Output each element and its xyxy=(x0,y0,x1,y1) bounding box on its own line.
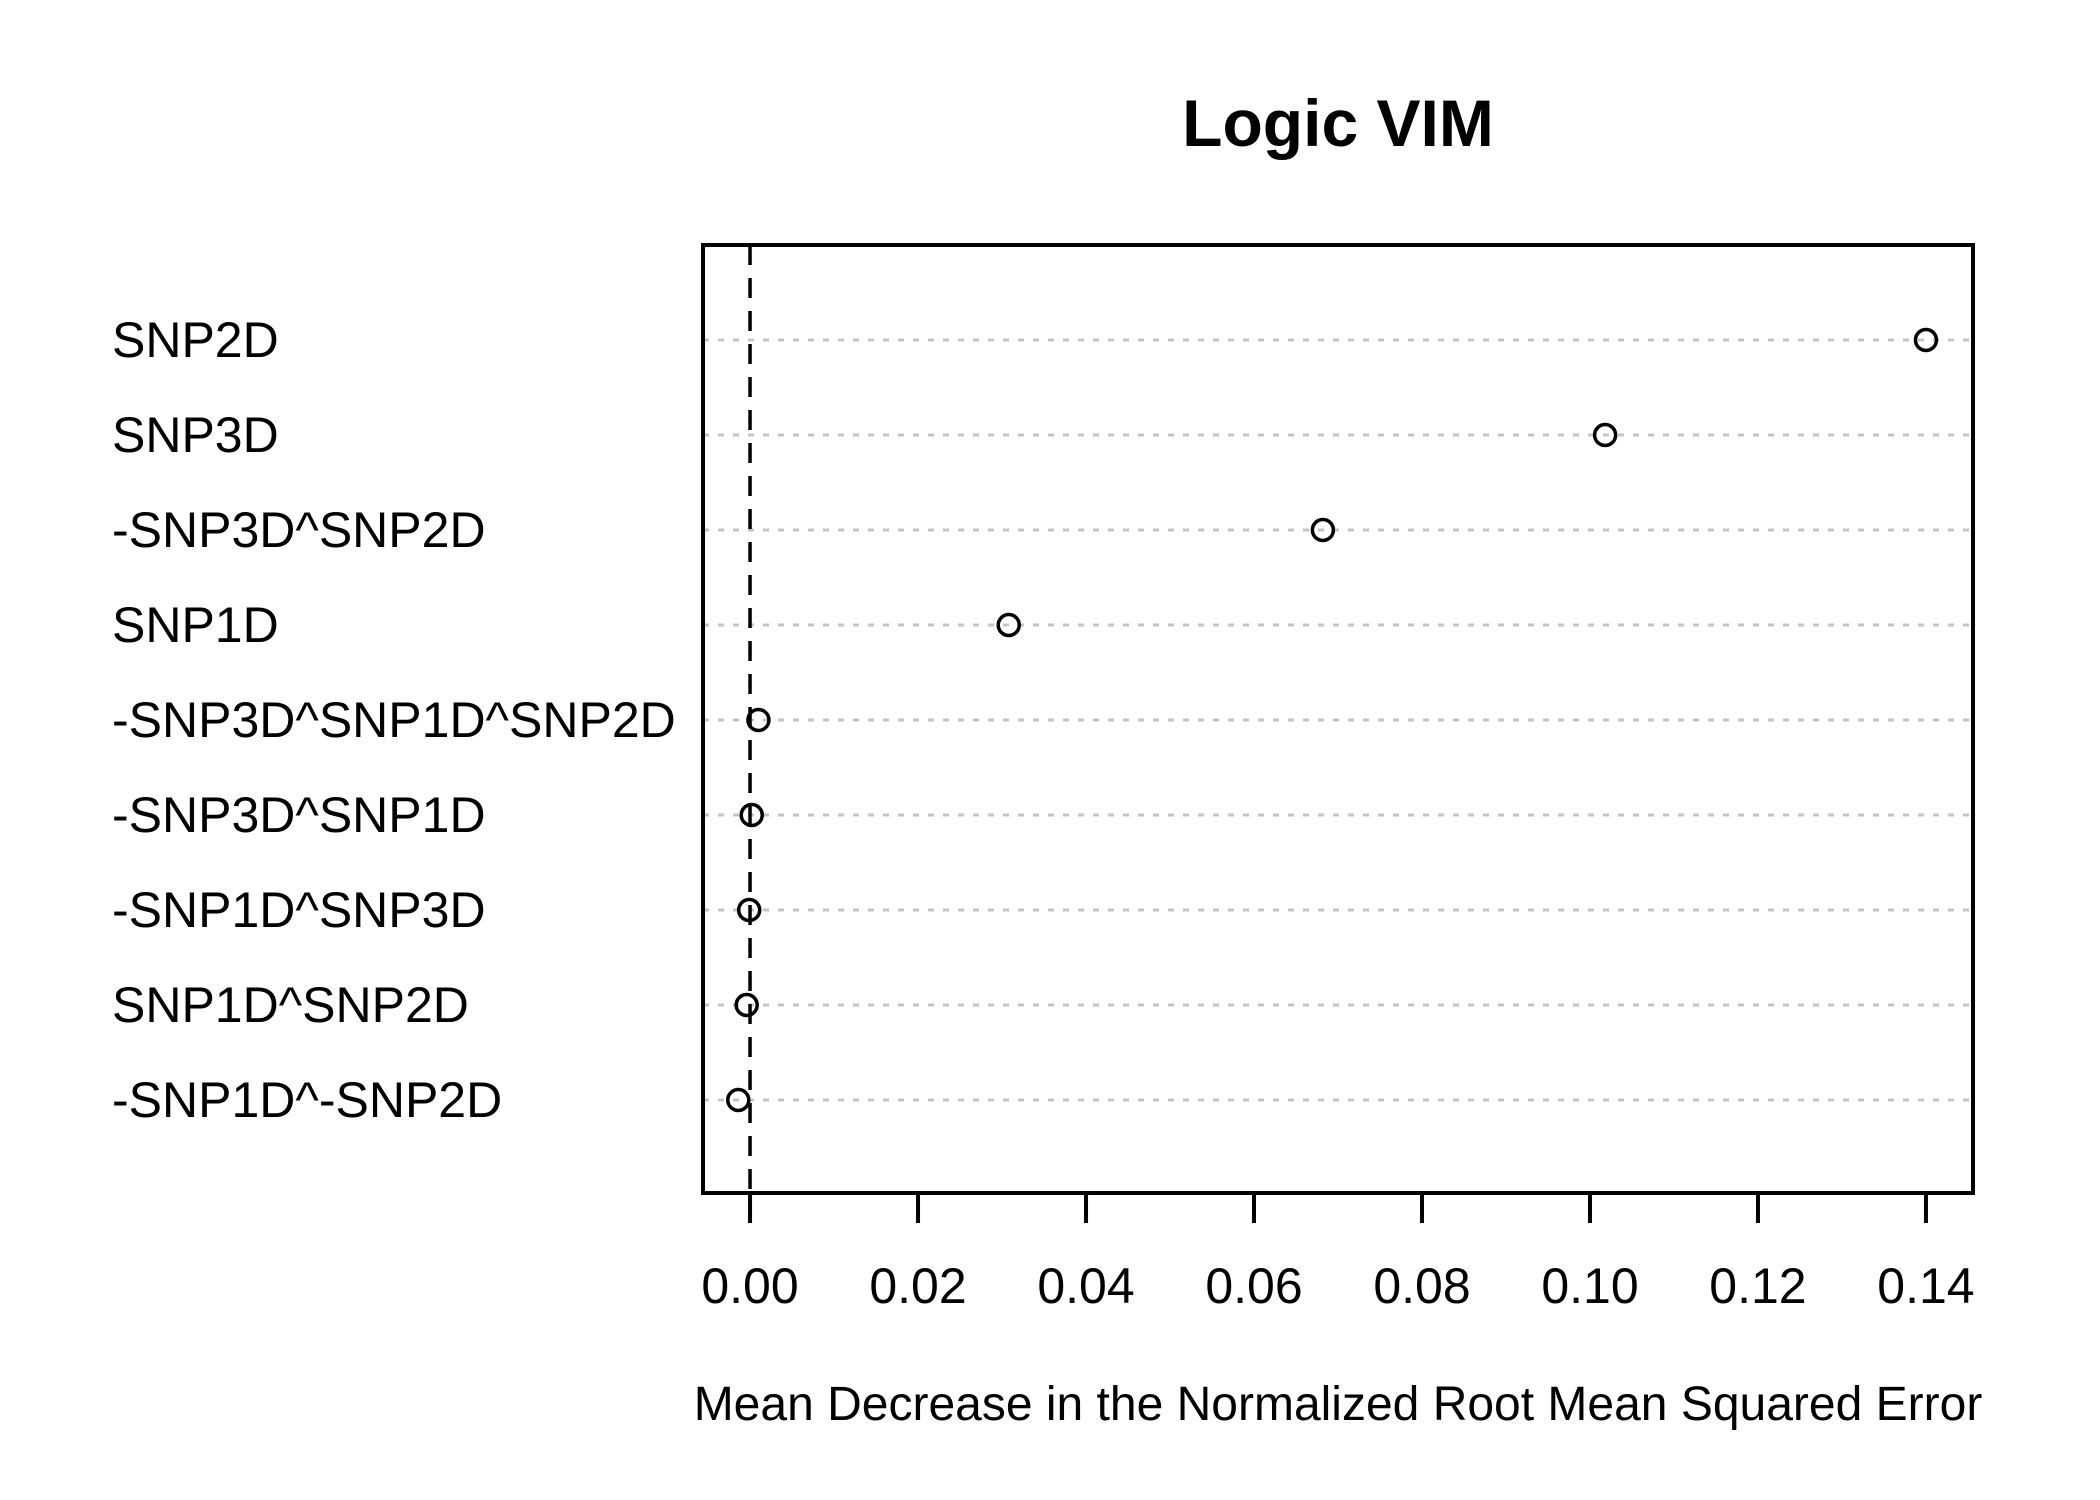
category-label: -SNP3D^SNP2D xyxy=(112,502,486,558)
data-point xyxy=(734,992,759,1018)
category-label: SNP3D xyxy=(112,407,279,463)
x-axis-title: Mean Decrease in the Normalized Root Mea… xyxy=(694,1378,1983,1431)
category-labels-group: SNP2D SNP3D -SNP3D^SNP2D SNP1D -SNP3D^SNP1D^… xyxy=(112,312,676,1128)
category-label: SNP2D xyxy=(112,312,279,368)
x-tick-label: 0.04 xyxy=(1037,1258,1134,1314)
category-label: SNP1D xyxy=(112,597,279,653)
category-label: -SNP3D^SNP1D^SNP2D xyxy=(112,692,676,748)
data-point xyxy=(1592,422,1618,448)
x-tick-label: 0.00 xyxy=(701,1258,798,1314)
data-point xyxy=(746,707,771,733)
gridlines-group xyxy=(703,338,1973,1102)
data-point xyxy=(726,1087,751,1113)
category-label: -SNP1D^SNP3D xyxy=(112,882,486,938)
data-points-group xyxy=(726,327,1939,1113)
x-tick-label: 0.14 xyxy=(1877,1258,1974,1314)
data-point xyxy=(996,612,1021,638)
category-label: -SNP3D^SNP1D xyxy=(112,787,486,843)
data-point xyxy=(736,897,762,923)
x-tick-label: 0.02 xyxy=(869,1258,966,1314)
chart-title: Logic VIM xyxy=(1182,86,1494,160)
data-point xyxy=(1310,517,1336,543)
category-label: SNP1D^SNP2D xyxy=(112,977,469,1033)
x-tick-label: 0.06 xyxy=(1205,1258,1302,1314)
data-point xyxy=(1913,327,1939,353)
category-label: -SNP1D^-SNP2D xyxy=(112,1072,502,1128)
plot-box xyxy=(701,243,1975,1195)
x-tick-label: 0.12 xyxy=(1709,1258,1806,1314)
x-axis-ticks-group: 0.00 0.02 0.04 0.06 0.08 0.10 0.12 0.14 xyxy=(701,1193,1975,1314)
x-tick-label: 0.08 xyxy=(1373,1258,1470,1314)
x-tick-label: 0.10 xyxy=(1541,1258,1638,1314)
data-point xyxy=(739,802,764,828)
